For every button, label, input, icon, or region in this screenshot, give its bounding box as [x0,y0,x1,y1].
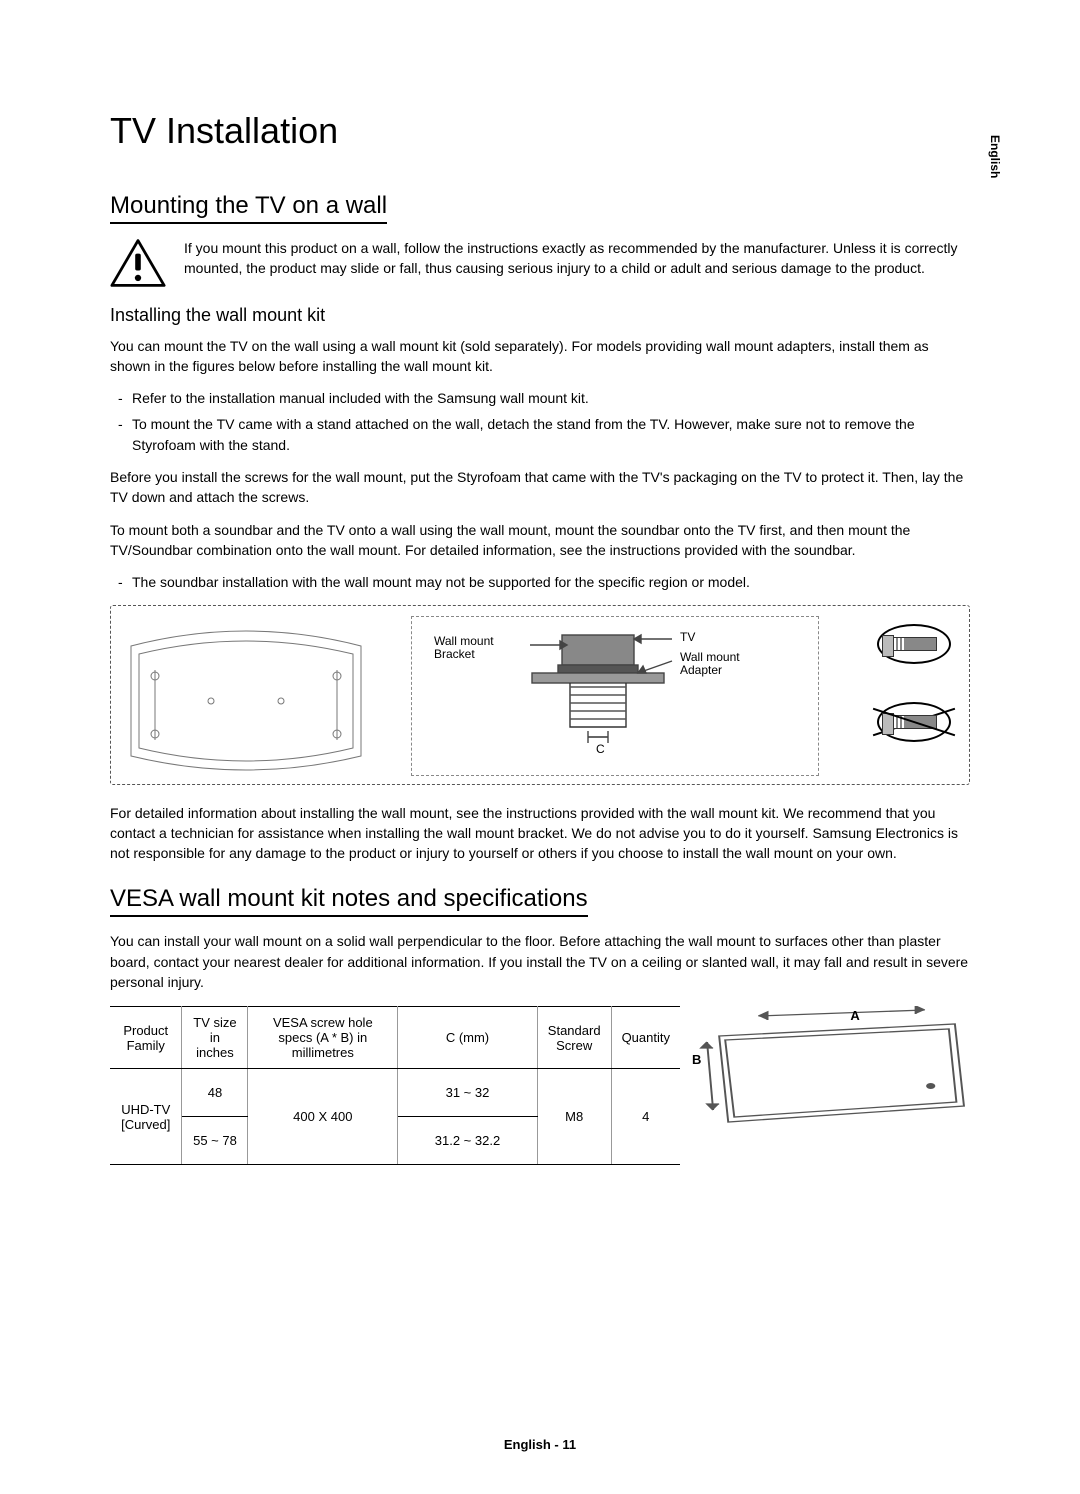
table-cell: 48 [182,1069,248,1117]
list-item: The soundbar installation with the wall … [110,572,970,592]
page-footer: English - 11 [0,1437,1080,1452]
list-item: Refer to the installation manual include… [110,388,970,408]
table-header: Product Family [110,1007,182,1069]
table-cell: 55 ~ 78 [182,1117,248,1165]
paragraph: For detailed information about installin… [110,803,970,864]
vesa-dimension-sketch: A B [698,1006,970,1165]
screw-incorrect-icon [877,702,951,742]
table-cell: UHD-TV [Curved] [110,1069,182,1165]
diagram-label-adapter: Wall mount Adapter [678,651,742,679]
table-cell: 400 X 400 [248,1069,398,1165]
warning-text: If you mount this product on a wall, fol… [184,238,970,279]
table-cell: 31 ~ 32 [398,1069,538,1117]
mounting-diagram: Wall mount Bracket TV Wall mount Adapter… [110,605,970,785]
diagram-label-tv: TV [678,631,697,645]
table-header: Quantity [611,1007,680,1069]
dim-label-a: A [850,1008,859,1023]
table-header: VESA screw hole specs (A * B) in millime… [248,1007,398,1069]
diagram-label-bracket: Wall mount Bracket [432,635,496,663]
table-header: TV size in inches [182,1007,248,1069]
table-cell: 4 [611,1069,680,1165]
section-heading-vesa: VESA wall mount kit notes and specificat… [110,885,588,917]
screw-correct-icon [877,624,951,664]
table-cell: 31.2 ~ 32.2 [398,1117,538,1165]
warning-icon [110,238,166,288]
table-cell: M8 [537,1069,611,1165]
page-title: TV Installation [110,110,970,152]
side-language-label: English [988,135,1002,178]
list-item: To mount the TV came with a stand attach… [110,414,970,455]
table-header: Standard Screw [537,1007,611,1069]
paragraph: You can install your wall mount on a sol… [110,931,970,992]
paragraph: You can mount the TV on the wall using a… [110,336,970,377]
dim-label-b: B [692,1052,701,1067]
vesa-spec-table: Product Family TV size in inches VESA sc… [110,1006,680,1165]
paragraph: To mount both a soundbar and the TV onto… [110,520,970,561]
subheading-install-kit: Installing the wall mount kit [110,305,970,326]
diagram-label-c: C [594,743,607,757]
table-header: C (mm) [398,1007,538,1069]
section-heading-mounting: Mounting the TV on a wall [110,192,387,224]
paragraph: Before you install the screws for the wa… [110,467,970,508]
